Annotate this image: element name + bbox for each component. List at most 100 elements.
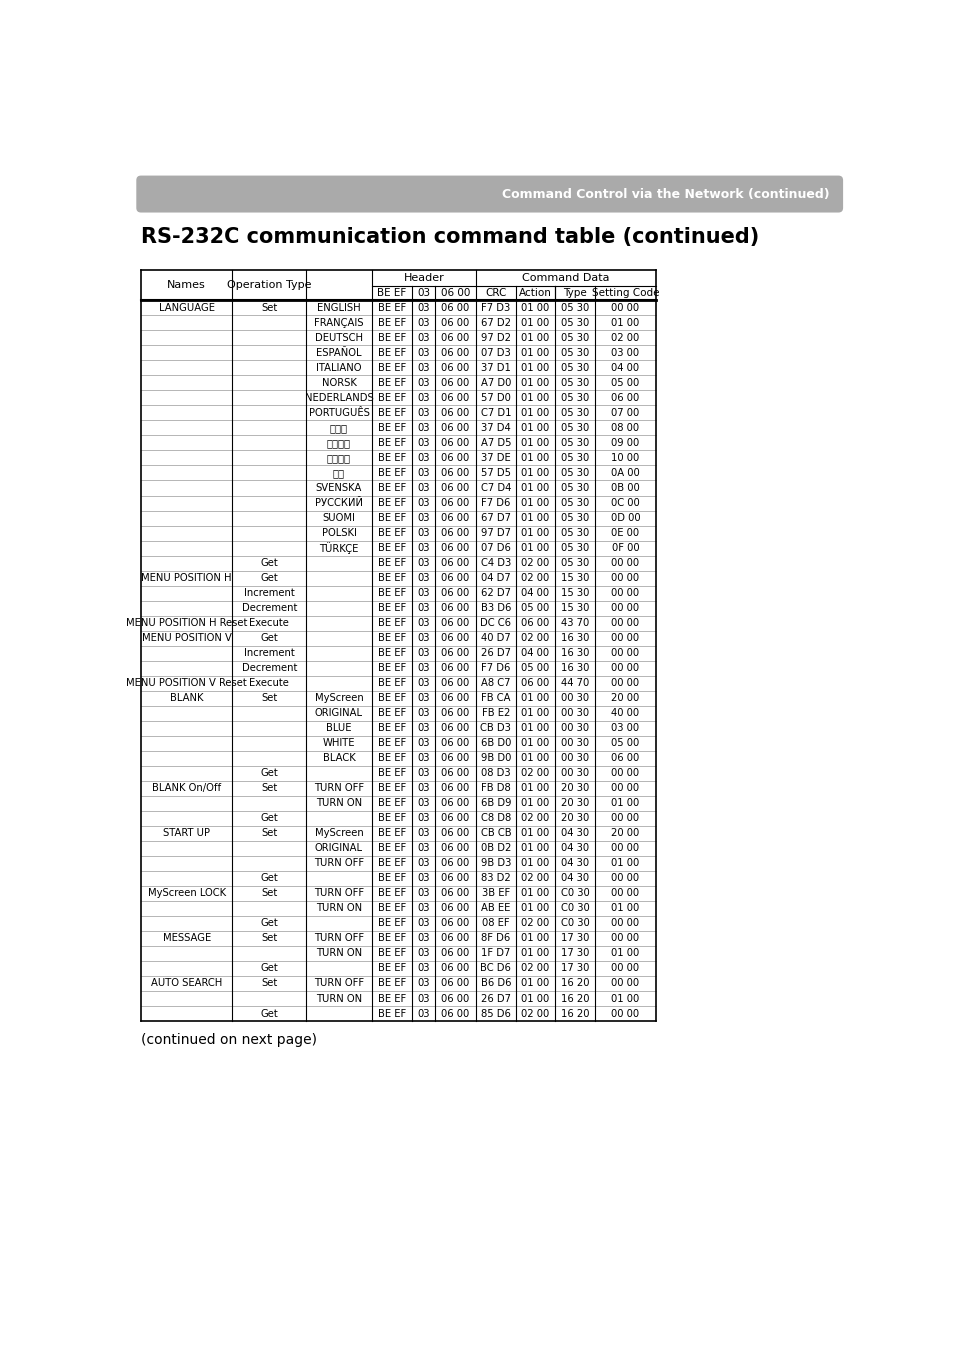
Text: 01 00: 01 00 <box>611 994 639 1003</box>
Text: 20 30: 20 30 <box>560 799 588 808</box>
Text: 03: 03 <box>417 888 430 899</box>
Text: 05 30: 05 30 <box>560 408 588 418</box>
Text: 06 00: 06 00 <box>441 528 469 538</box>
Text: C0 30: C0 30 <box>560 903 589 914</box>
Text: ORIGINAL: ORIGINAL <box>314 708 362 718</box>
Text: 16 20: 16 20 <box>560 979 589 988</box>
Text: 03: 03 <box>417 768 430 779</box>
Text: 26 D7: 26 D7 <box>480 649 511 658</box>
Text: 03: 03 <box>417 303 430 313</box>
Text: 07 D3: 07 D3 <box>480 348 510 357</box>
Text: 03: 03 <box>417 903 430 914</box>
Text: 05 30: 05 30 <box>560 543 588 552</box>
Text: 57 D5: 57 D5 <box>480 468 511 478</box>
Text: 15 30: 15 30 <box>560 588 589 598</box>
Text: 00 00: 00 00 <box>611 303 639 313</box>
Text: 03: 03 <box>417 363 430 372</box>
Text: BE EF: BE EF <box>377 558 406 569</box>
Text: 05 30: 05 30 <box>560 528 588 538</box>
Text: 9B D3: 9B D3 <box>480 858 511 868</box>
Text: 04 00: 04 00 <box>521 588 549 598</box>
Text: BE EF: BE EF <box>377 333 406 343</box>
Text: F7 D6: F7 D6 <box>480 663 510 673</box>
Text: BE EF: BE EF <box>377 454 406 463</box>
Text: 05 30: 05 30 <box>560 468 588 478</box>
Text: Execute: Execute <box>249 678 289 688</box>
Text: 06 00: 06 00 <box>441 814 469 823</box>
Text: 83 D2: 83 D2 <box>480 873 510 883</box>
Text: 01 00: 01 00 <box>520 498 549 508</box>
Text: 00 00: 00 00 <box>611 634 639 643</box>
Text: Set: Set <box>261 303 277 313</box>
Text: 05 30: 05 30 <box>560 422 588 433</box>
Text: 0F 00: 0F 00 <box>611 543 639 552</box>
Text: Decrement: Decrement <box>241 663 296 673</box>
Text: BE EF: BE EF <box>377 784 406 793</box>
Text: 05 00: 05 00 <box>520 663 549 673</box>
Text: 01 00: 01 00 <box>520 303 549 313</box>
Text: 03: 03 <box>417 784 430 793</box>
Text: 00 00: 00 00 <box>611 558 639 569</box>
Text: 16 30: 16 30 <box>560 663 589 673</box>
Text: 06 00: 06 00 <box>441 979 469 988</box>
Text: 02 00: 02 00 <box>520 768 549 779</box>
Text: BE EF: BE EF <box>377 994 406 1003</box>
Text: 16 20: 16 20 <box>560 994 589 1003</box>
Text: BE EF: BE EF <box>377 393 406 403</box>
Text: A8 C7: A8 C7 <box>480 678 510 688</box>
Text: PORTUGUÊS: PORTUGUÊS <box>308 408 369 418</box>
Text: Execute: Execute <box>249 619 289 628</box>
Text: 06 00: 06 00 <box>441 768 469 779</box>
Text: 05 30: 05 30 <box>560 454 588 463</box>
Text: 00 00: 00 00 <box>611 768 639 779</box>
Text: BE EF: BE EF <box>377 708 406 718</box>
Text: 06 00: 06 00 <box>441 468 469 478</box>
Text: 08 00: 08 00 <box>611 422 639 433</box>
Text: BE EF: BE EF <box>377 979 406 988</box>
Text: 05 00: 05 00 <box>520 603 549 613</box>
Text: 01 00: 01 00 <box>520 422 549 433</box>
Text: 05 30: 05 30 <box>560 333 588 343</box>
Text: 06 00: 06 00 <box>441 858 469 868</box>
Text: CB CB: CB CB <box>480 829 511 838</box>
Text: 0D 00: 0D 00 <box>610 513 639 523</box>
Text: 07 00: 07 00 <box>611 408 639 418</box>
Text: 03: 03 <box>417 964 430 974</box>
Text: 06 00: 06 00 <box>520 678 549 688</box>
Text: 00 00: 00 00 <box>611 1009 639 1018</box>
Text: MENU POSITION V Reset: MENU POSITION V Reset <box>126 678 247 688</box>
Text: 00 30: 00 30 <box>560 708 588 718</box>
Text: Get: Get <box>260 814 277 823</box>
Text: BE EF: BE EF <box>377 437 406 448</box>
Text: SUOMI: SUOMI <box>322 513 355 523</box>
Text: A7 D0: A7 D0 <box>480 378 511 387</box>
Text: 00 30: 00 30 <box>560 738 588 749</box>
Text: 01 00: 01 00 <box>520 333 549 343</box>
Text: 06 00: 06 00 <box>441 348 469 357</box>
Text: TURN ON: TURN ON <box>315 994 361 1003</box>
Text: 06 00: 06 00 <box>441 333 469 343</box>
Text: 03 00: 03 00 <box>611 348 639 357</box>
Text: 03: 03 <box>417 513 430 523</box>
Text: 44 70: 44 70 <box>560 678 588 688</box>
Text: 06 00: 06 00 <box>441 603 469 613</box>
Text: 01 00: 01 00 <box>520 483 549 493</box>
Text: 00 30: 00 30 <box>560 753 588 764</box>
Text: 06 00: 06 00 <box>441 454 469 463</box>
Text: BE EF: BE EF <box>377 483 406 493</box>
Text: BE EF: BE EF <box>377 603 406 613</box>
Text: 10 00: 10 00 <box>611 454 639 463</box>
Text: 06 00: 06 00 <box>440 288 470 298</box>
Text: A7 D5: A7 D5 <box>480 437 511 448</box>
Text: 06 00: 06 00 <box>441 1009 469 1018</box>
Text: BE EF: BE EF <box>377 408 406 418</box>
Text: 26 D7: 26 D7 <box>480 994 511 1003</box>
Text: Set: Set <box>261 933 277 944</box>
Text: 00 00: 00 00 <box>611 784 639 793</box>
Text: 01 00: 01 00 <box>520 693 549 703</box>
Text: 01 00: 01 00 <box>520 363 549 372</box>
Text: 01 00: 01 00 <box>520 543 549 552</box>
Text: ITALIANO: ITALIANO <box>315 363 361 372</box>
Text: 00 00: 00 00 <box>611 663 639 673</box>
Text: 01 00: 01 00 <box>520 708 549 718</box>
